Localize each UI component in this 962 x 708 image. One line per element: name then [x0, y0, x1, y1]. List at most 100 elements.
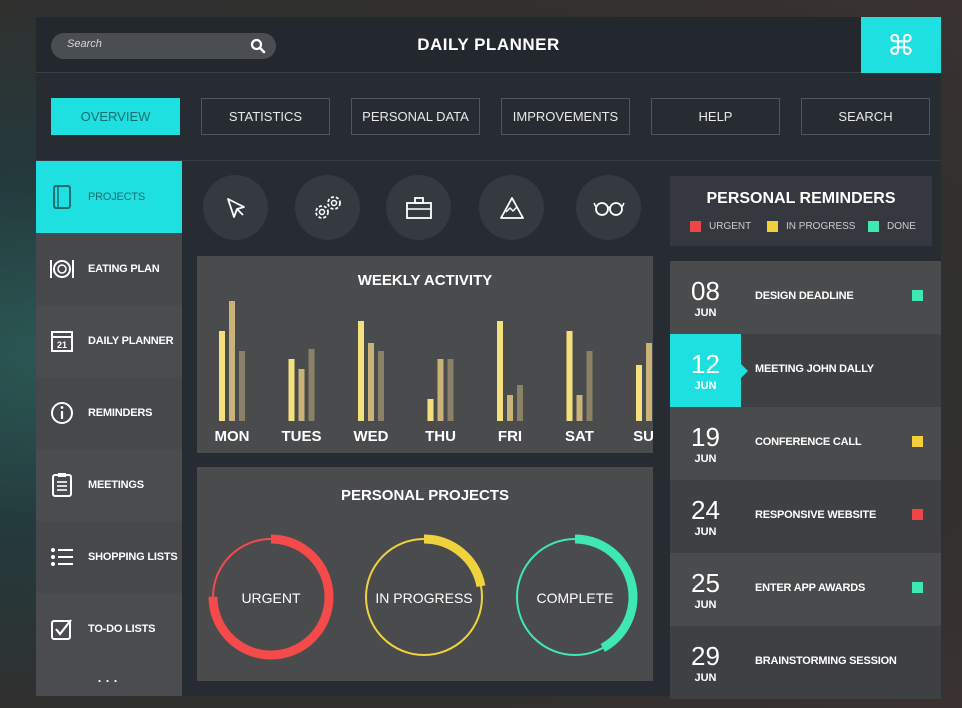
info-icon	[36, 401, 88, 425]
legend-in-progress: IN PROGRESS	[767, 221, 855, 232]
page-title: DAILY PLANNER	[417, 35, 560, 54]
bar-fri-1	[497, 321, 503, 421]
bar-wed-2	[368, 343, 374, 421]
sidebar-item-to-do-lists[interactable]: TO-DO LISTS	[36, 593, 182, 665]
reminder-item[interactable]: 12 JUN MEETING JOHN DALLY	[670, 334, 941, 407]
reminder-text: BRAINSTORMING SESSION	[755, 655, 897, 667]
reminder-item[interactable]: 19 JUN CONFERENCE CALL	[670, 407, 941, 480]
bar-wed-1	[358, 321, 364, 421]
weekly-activity-chart: MON TUES WED THU FRI SAT SUN	[215, 301, 653, 445]
legend-label: URGENT	[709, 221, 752, 232]
sidebar-item-label: PROJECTS	[88, 191, 146, 203]
reminder-text: MEETING JOHN DALLY	[755, 363, 874, 375]
date-day: 29	[691, 640, 720, 671]
search-box[interactable]	[51, 33, 276, 59]
date-box: 24 JUN	[670, 480, 741, 553]
reminders-title: PERSONAL REMINDERS	[706, 190, 896, 207]
date-day: 24	[691, 494, 720, 525]
bar-tues-2	[298, 369, 305, 421]
tab-search[interactable]: SEARCH	[801, 98, 930, 135]
sidebar-item-reminders[interactable]: REMINDERS	[36, 377, 182, 449]
day-label: FRI	[498, 428, 522, 445]
ring-progress	[512, 534, 638, 660]
status-badge	[912, 509, 923, 520]
tab-statistics[interactable]: STATISTICS	[201, 98, 330, 135]
status-badge	[912, 290, 923, 301]
tab-help[interactable]: HELP	[651, 98, 780, 135]
search-icon[interactable]	[250, 38, 266, 54]
status-badge	[912, 582, 923, 593]
cursor-button[interactable]	[203, 175, 268, 240]
legend-swatch	[868, 221, 879, 232]
reminder-text: ENTER APP AWARDS	[755, 582, 866, 594]
calendar-icon: 21	[36, 329, 88, 353]
reminder-item[interactable]: 08 JUN DESIGN DEADLINE	[670, 261, 941, 334]
sidebar-item-shopping-lists[interactable]: SHOPPING LISTS	[36, 521, 182, 593]
day-label: MON	[215, 428, 250, 445]
sidebar-item-label: DAILY PLANNER	[88, 335, 174, 347]
cursor-icon	[226, 197, 245, 218]
settings-button[interactable]	[295, 175, 360, 240]
personal-projects-panel: PERSONAL PROJECTS URGENT IN PROGRESS COM…	[197, 467, 653, 681]
legend-urgent: URGENT	[690, 221, 751, 232]
ring-label-urgent: URGENT	[241, 590, 301, 606]
tab-personal-data[interactable]: PERSONAL DATA	[351, 98, 480, 135]
bar-sun-1	[636, 365, 642, 421]
nav-tabs: OVERVIEW STATISTICS PERSONAL DATA IMPROV…	[36, 73, 941, 161]
date-month: JUN	[694, 671, 717, 684]
date-box: 29 JUN	[670, 626, 741, 699]
tab-overview[interactable]: OVERVIEW	[51, 98, 180, 135]
weekly-activity-title: WEEKLY ACTIVITY	[357, 272, 493, 289]
cutlery-icon	[36, 257, 88, 281]
sidebar-item-meetings[interactable]: MEETINGS	[36, 449, 182, 521]
sidebar-item-daily-planner[interactable]: 21 DAILY PLANNER	[36, 305, 182, 377]
sidebar-item-projects[interactable]: PROJECTS	[36, 161, 182, 233]
bar-sun-2	[646, 343, 652, 421]
top-bar: DAILY PLANNER ⌘	[36, 17, 941, 73]
personal-projects-title: PERSONAL PROJECTS	[340, 487, 510, 504]
app-window: DAILY PLANNER ⌘ OVERVIEW STATISTICS PERS…	[36, 17, 941, 699]
tab-improvements[interactable]: IMPROVEMENTS	[501, 98, 630, 135]
sidebar-item-label: REMINDERS	[88, 407, 153, 419]
date-box: 19 JUN	[670, 407, 741, 480]
briefcase-icon	[405, 196, 432, 219]
bar-thu-1	[427, 399, 434, 421]
bar-mon-3	[239, 351, 245, 421]
mountain-icon	[499, 196, 524, 219]
sidebar-item-label: SHOPPING LISTS	[88, 551, 178, 563]
sidebar-item-label: EATING PLAN	[88, 263, 160, 275]
more-button[interactable]: ...	[36, 665, 182, 696]
day-label: TUES	[281, 428, 321, 445]
reminders-list: 08 JUN DESIGN DEADLINE 12 JUN MEETING JO…	[670, 261, 941, 699]
bar-sat-1	[566, 331, 573, 421]
bar-tues-3	[308, 349, 315, 421]
sidebar-item-eating-plan[interactable]: EATING PLAN	[36, 233, 182, 305]
search-input[interactable]	[67, 38, 247, 50]
checkbox-icon	[36, 617, 88, 641]
reminder-text: CONFERENCE CALL	[755, 436, 862, 448]
ring-progress	[208, 534, 334, 660]
briefcase-button[interactable]	[386, 175, 451, 240]
sidebar-item-label: MEETINGS	[88, 479, 144, 491]
list-icon	[36, 546, 88, 568]
bar-sat-2	[576, 395, 583, 421]
command-button[interactable]: ⌘	[861, 17, 941, 73]
date-month: JUN	[694, 379, 717, 392]
bar-wed-3	[378, 351, 384, 421]
reminder-item[interactable]: 24 JUN RESPONSIVE WEBSITE	[670, 480, 941, 553]
status-badge	[912, 436, 923, 447]
date-box: 08 JUN	[670, 261, 741, 334]
glasses-button[interactable]	[576, 175, 641, 240]
ring-progress	[361, 534, 487, 660]
reminder-item[interactable]: 29 JUN BRAINSTORMING SESSION	[670, 626, 941, 699]
bar-fri-2	[507, 395, 513, 421]
date-box: 25 JUN	[670, 553, 741, 626]
day-label: THU	[425, 428, 456, 445]
date-month: JUN	[694, 306, 717, 319]
reminder-item[interactable]: 25 JUN ENTER APP AWARDS	[670, 553, 941, 626]
legend-swatch	[690, 221, 701, 232]
mountain-button[interactable]	[479, 175, 544, 240]
svg-text:21: 21	[57, 340, 67, 350]
date-month: JUN	[694, 452, 717, 465]
legend-label: DONE	[887, 221, 916, 232]
